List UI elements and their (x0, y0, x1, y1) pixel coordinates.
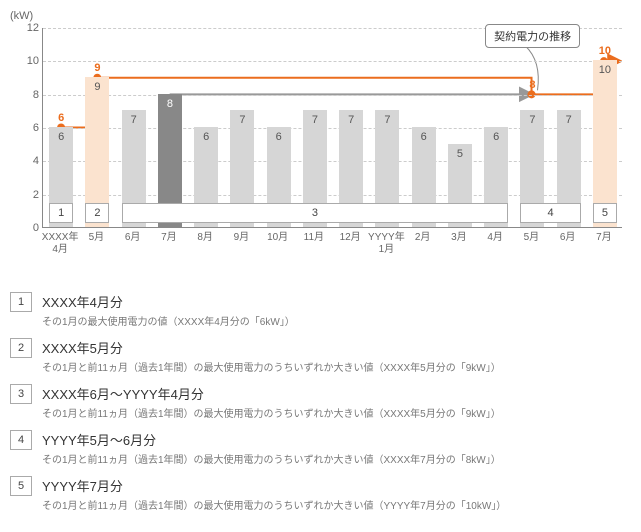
segment-box: 5 (593, 203, 617, 223)
segment-box: 2 (85, 203, 109, 223)
legend-number: 4 (10, 430, 32, 450)
bar-value-label: 10 (593, 64, 617, 76)
y-tick: 2 (21, 189, 39, 201)
legend-text: YYYY年5月～6月分その1月と前11ヵ月（過去1年間）の最大使用電力のうちいず… (42, 430, 501, 466)
x-tick: 11月 (304, 232, 324, 244)
gridline (43, 61, 622, 62)
legend-title: XXXX年4月分 (42, 292, 295, 311)
legend-number: 5 (10, 476, 32, 496)
legend-text: YYYY年7月分その1月と前11ヵ月（過去1年間）の最大使用電力のうちいずれか大… (42, 476, 506, 512)
gridline (43, 95, 622, 96)
y-tick: 4 (21, 155, 39, 167)
legend-subtitle: その1月と前11ヵ月（過去1年間）の最大使用電力のうちいずれか大きい値（XXXX… (42, 451, 501, 466)
legend-title: XXXX年5月分 (42, 338, 501, 357)
legend-item: 2 XXXX年5月分その1月と前11ヵ月（過去1年間）の最大使用電力のうちいずれか… (10, 338, 631, 374)
x-tick: 5月 (89, 232, 105, 244)
x-tick: 7月 (161, 232, 177, 244)
x-tick: 7月 (596, 232, 612, 244)
x-tick: 5月 (524, 232, 540, 244)
contract-point-label: 8 (529, 79, 535, 91)
bar-value-label: 8 (158, 98, 182, 110)
bar-value-label: 7 (230, 114, 254, 126)
bar-value-label: 7 (339, 114, 363, 126)
legend-number: 1 (10, 292, 32, 312)
plot-area: 024681012697867677765677101234569810 (42, 28, 622, 228)
contract-point-label: 6 (58, 112, 64, 124)
bar-value-label: 7 (122, 114, 146, 126)
legend-list: 1XXXX年4月分その1月の最大使用電力の値（XXXX年4月分の「6kW」）2X… (10, 292, 631, 512)
legend-item: 4 YYYY年5月～6月分その1月と前11ヵ月（過去1年間）の最大使用電力のうちい… (10, 430, 631, 466)
bar-value-label: 6 (412, 131, 436, 143)
contract-point-label: 9 (94, 62, 100, 74)
legend-number: 3 (10, 384, 32, 404)
bar-value-label: 6 (194, 131, 218, 143)
y-tick: 10 (21, 55, 39, 67)
bar-value-label: 7 (375, 114, 399, 126)
segment-box: 3 (122, 203, 509, 223)
legend-subtitle: その1月の最大使用電力の値（XXXX年4月分の「6kW」） (42, 313, 295, 328)
bar-value-label: 9 (85, 81, 109, 93)
bar-value-label: 6 (49, 131, 73, 143)
y-tick: 8 (21, 89, 39, 101)
legend-item: 1 XXXX年4月分その1月の最大使用電力の値（XXXX年4月分の「6kW」） (10, 292, 631, 328)
x-tick: 12月 (340, 232, 361, 244)
legend-number: 2 (10, 338, 32, 358)
legend-item: 3 XXXX年6月～YYYY年4月分その1月と前11ヵ月（過去1年間）の最大使用電… (10, 384, 631, 420)
y-tick: 6 (21, 122, 39, 134)
x-tick: 10月 (267, 232, 288, 244)
bar: 10 (593, 60, 617, 227)
contract-power-chart: (kW) 02468101269786767776567710123456981… (10, 10, 631, 280)
legend-subtitle: その1月と前11ヵ月（過去1年間）の最大使用電力のうちいずれか大きい値（YYYY… (42, 497, 506, 512)
legend-text: XXXX年4月分その1月の最大使用電力の値（XXXX年4月分の「6kW」） (42, 292, 295, 328)
legend-subtitle: その1月と前11ヵ月（過去1年間）の最大使用電力のうちいずれか大きい値（XXXX… (42, 359, 501, 374)
x-tick: YYYY年 1月 (368, 232, 405, 256)
bar-value-label: 6 (484, 131, 508, 143)
bar-value-label: 7 (520, 114, 544, 126)
x-tick: 6月 (560, 232, 576, 244)
legend-item: 5 YYYY年7月分その1月と前11ヵ月（過去1年間）の最大使用電力のうちいずれか… (10, 476, 631, 512)
bar-value-label: 7 (303, 114, 327, 126)
bar-value-label: 5 (448, 148, 472, 160)
y-tick: 0 (21, 222, 39, 234)
y-tick: 12 (21, 22, 39, 34)
legend-title: YYYY年5月～6月分 (42, 430, 501, 449)
segment-box: 4 (520, 203, 580, 223)
legend-title: YYYY年7月分 (42, 476, 506, 495)
x-tick: 8月 (197, 232, 213, 244)
x-tick: 6月 (125, 232, 141, 244)
x-tick: 3月 (451, 232, 467, 244)
x-tick: XXXX年 4月 (42, 232, 79, 256)
bar-value-label: 6 (267, 131, 291, 143)
legend-title: XXXX年6月～YYYY年4月分 (42, 384, 501, 403)
x-tick: 2月 (415, 232, 431, 244)
legend-subtitle: その1月と前11ヵ月（過去1年間）の最大使用電力のうちいずれか大きい値（XXXX… (42, 405, 501, 420)
callout-contract-line: 契約電力の推移 (485, 24, 580, 48)
x-tick: 9月 (234, 232, 250, 244)
segment-box: 1 (49, 203, 73, 223)
contract-point-label: 10 (599, 45, 611, 57)
y-axis-unit: (kW) (10, 10, 33, 22)
x-tick: 4月 (487, 232, 503, 244)
bar-value-label: 7 (557, 114, 581, 126)
legend-text: XXXX年6月～YYYY年4月分その1月と前11ヵ月（過去1年間）の最大使用電力… (42, 384, 501, 420)
legend-text: XXXX年5月分その1月と前11ヵ月（過去1年間）の最大使用電力のうちいずれか大… (42, 338, 501, 374)
